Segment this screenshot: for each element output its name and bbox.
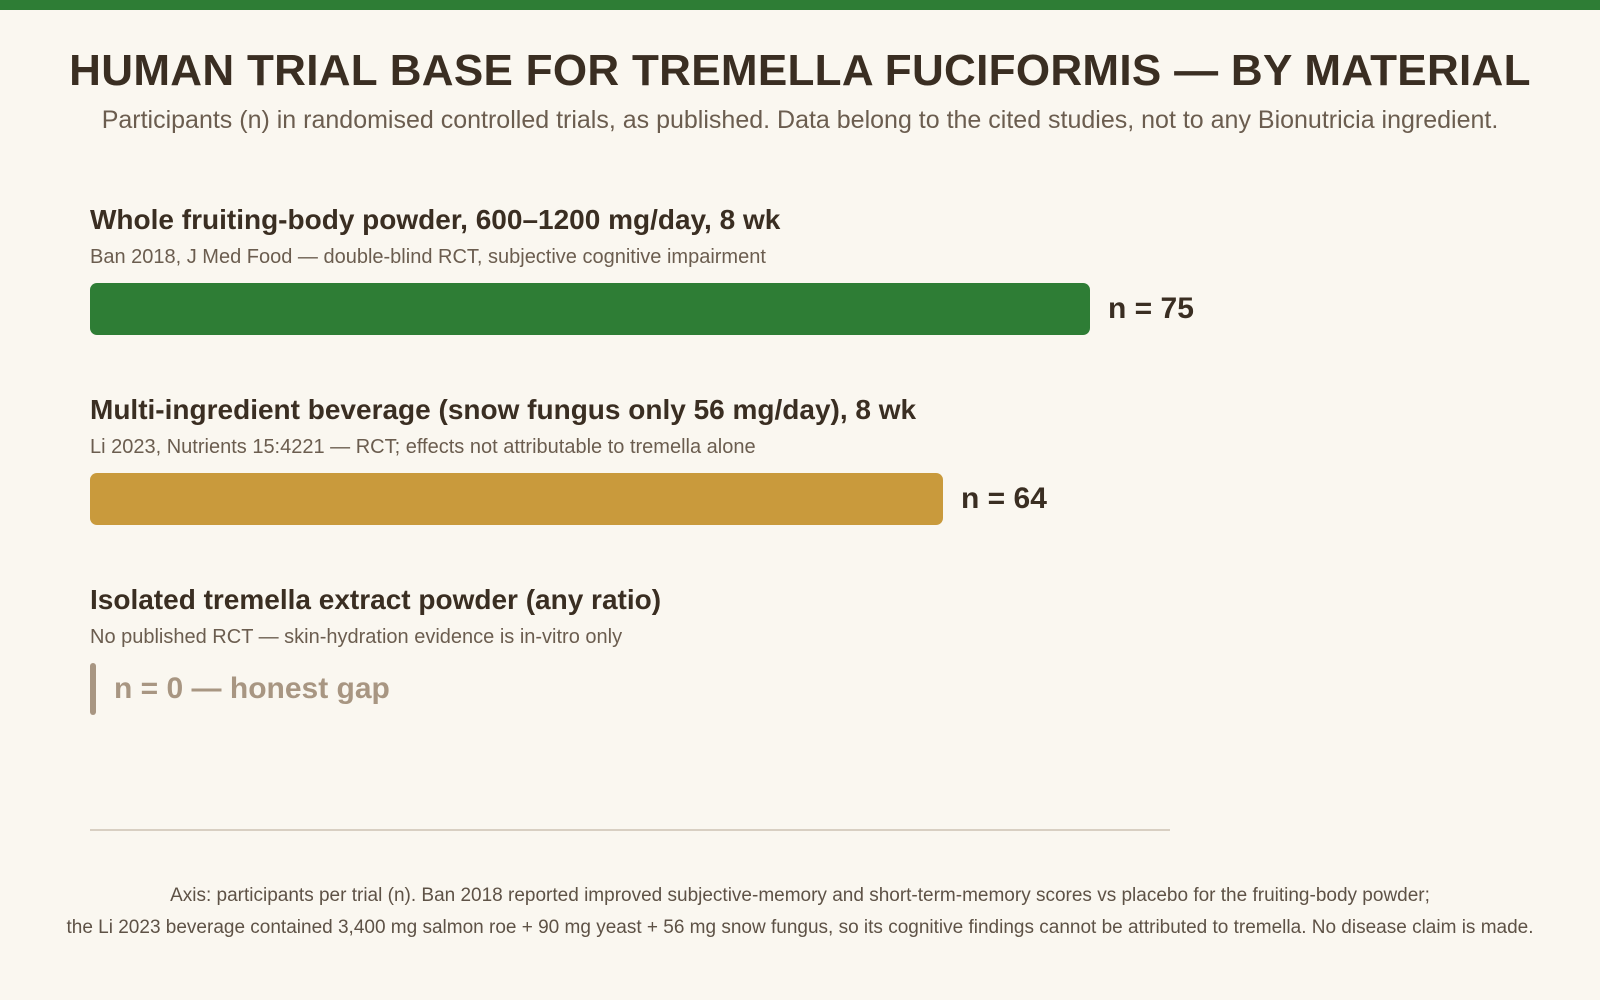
axis-rule — [90, 829, 1170, 831]
bar-beverage — [90, 473, 943, 525]
bar-label: Multi-ingredient beverage (snow fungus o… — [90, 394, 917, 425]
bar-sublabel: Ban 2018, J Med Food — double-blind RCT,… — [90, 246, 766, 268]
bar-sublabel: Li 2023, Nutrients 15:4221 — RCT; effect… — [90, 436, 756, 458]
bar-track: n = 0 — honest gap — [90, 663, 1490, 715]
bar-label: Whole fruiting-body powder, 600–1200 mg/… — [90, 204, 781, 235]
chart-subtitle: Participants (n) in randomised controlle… — [101, 106, 1499, 134]
bar-row-fruiting-body: Whole fruiting-body powder, 600–1200 mg/… — [90, 204, 1490, 335]
top-accent-band — [0, 0, 1600, 10]
chart-title: HUMAN TRIAL BASE FOR TREMELLA FUCIFORMIS… — [69, 46, 1531, 95]
bar-track: n = 64 — [90, 473, 1490, 525]
gap-value-label: n = 0 — honest gap — [114, 672, 390, 705]
bar-row-extract: Isolated tremella extract powder (any ra… — [90, 584, 1490, 715]
bar-sublabel: No published RCT — skin-hydration eviden… — [90, 626, 623, 648]
footnote-line-2: the Li 2023 beverage contained 3,400 mg … — [66, 917, 1534, 938]
bar-value-label: n = 64 — [961, 482, 1047, 515]
gap-marker — [90, 663, 96, 715]
footnote: Axis: participants per trial (n). Ban 20… — [0, 880, 1600, 944]
bar-track: n = 75 — [90, 283, 1490, 335]
bar-fruiting-body — [90, 283, 1090, 335]
bar-label: Isolated tremella extract powder (any ra… — [90, 584, 662, 615]
footnote-line-1: Axis: participants per trial (n). Ban 20… — [170, 885, 1430, 906]
bar-row-beverage: Multi-ingredient beverage (snow fungus o… — [90, 394, 1490, 525]
bar-value-label: n = 75 — [1108, 292, 1194, 325]
